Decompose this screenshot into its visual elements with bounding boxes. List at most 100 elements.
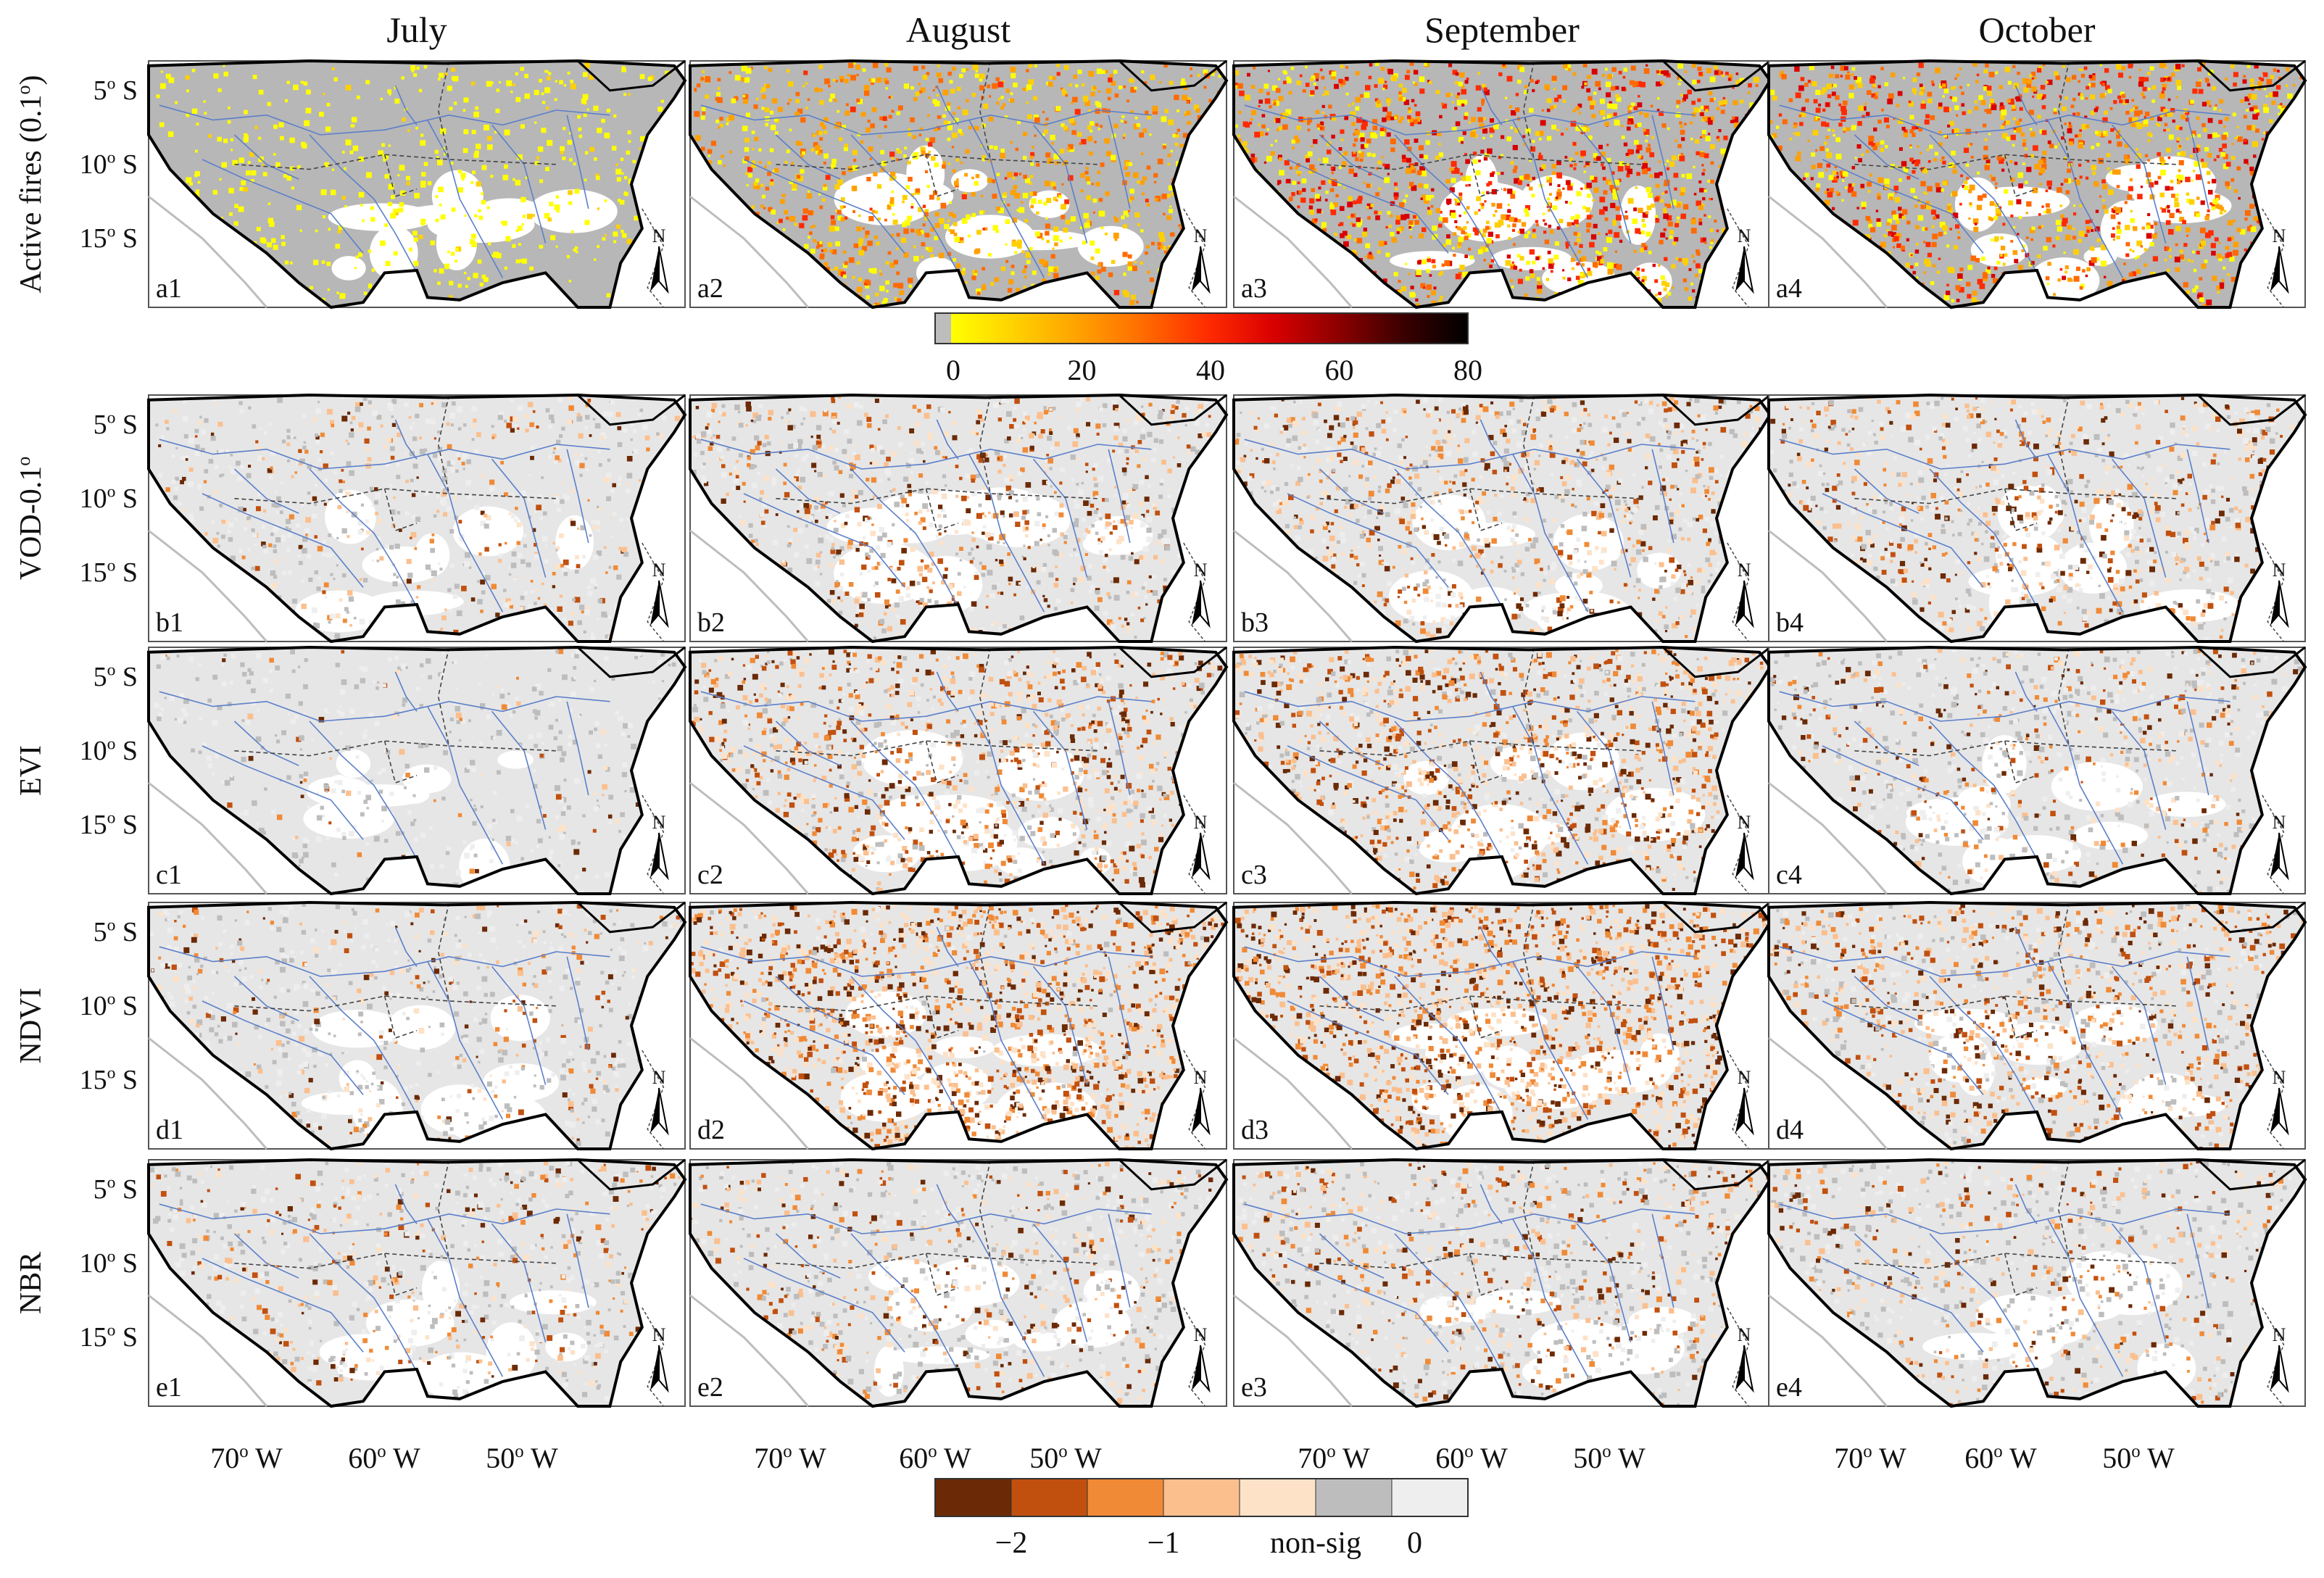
pixel xyxy=(356,256,359,259)
pixel xyxy=(1865,103,1867,105)
pixel xyxy=(1909,101,1912,104)
pixel xyxy=(520,596,525,600)
pixel xyxy=(1843,101,1848,106)
pixel xyxy=(2104,68,2109,72)
pixel xyxy=(1042,111,1045,113)
pixel xyxy=(269,423,272,425)
pixel xyxy=(2191,260,2194,262)
pixel xyxy=(1971,156,1974,159)
pixel xyxy=(472,130,476,134)
pixel xyxy=(1400,117,1404,120)
pixel xyxy=(2168,99,2171,101)
pixel xyxy=(1410,292,1416,298)
pixel xyxy=(512,83,515,86)
pixel xyxy=(620,200,624,204)
pixel xyxy=(294,436,296,439)
pixel xyxy=(457,610,462,616)
pixel xyxy=(1691,219,1697,225)
pixel xyxy=(320,433,325,437)
pixel xyxy=(1703,169,1706,172)
pixel xyxy=(239,187,243,191)
pixel xyxy=(452,402,456,406)
pixel xyxy=(389,144,391,146)
pixel xyxy=(1073,75,1077,79)
pixel xyxy=(268,544,272,547)
pixel xyxy=(2230,65,2235,69)
pixel xyxy=(2145,154,2148,157)
pixel xyxy=(2225,117,2229,121)
pixel xyxy=(1901,161,1907,167)
pixel xyxy=(1524,85,1528,88)
pixel xyxy=(1133,173,1139,178)
pixel xyxy=(1646,65,1648,67)
pixel xyxy=(626,482,629,485)
pixel xyxy=(1880,148,1884,151)
pixel xyxy=(770,149,774,153)
pixel xyxy=(1711,239,1714,242)
pixel xyxy=(875,293,879,296)
pixel xyxy=(2072,228,2075,231)
pixel xyxy=(365,80,370,84)
pixel xyxy=(1827,94,1831,98)
pixel xyxy=(618,426,622,431)
pixel xyxy=(992,179,995,183)
pixel xyxy=(1659,160,1661,162)
pixel xyxy=(536,425,539,428)
pixel xyxy=(301,81,304,84)
pixel xyxy=(1263,84,1269,89)
pixel xyxy=(826,175,831,180)
pixel xyxy=(1530,273,1535,278)
pixel xyxy=(1991,177,1996,181)
pixel xyxy=(1271,151,1275,156)
pixel xyxy=(479,216,484,220)
pixel xyxy=(1406,158,1411,163)
pixel xyxy=(1071,130,1076,136)
pixel xyxy=(1466,206,1470,209)
pixel xyxy=(490,175,493,178)
pixel xyxy=(1951,86,1954,90)
pixel xyxy=(1997,156,2001,160)
pixel xyxy=(762,195,765,199)
pixel xyxy=(2253,216,2257,220)
pixel xyxy=(218,422,223,427)
pixel xyxy=(892,213,895,216)
pixel xyxy=(1356,71,1360,75)
pixel xyxy=(2107,167,2110,170)
pixel xyxy=(1584,165,1586,167)
pixel xyxy=(1559,197,1561,200)
pixel xyxy=(545,545,547,547)
pixel xyxy=(1219,75,1221,78)
pixel xyxy=(1030,175,1034,178)
pixel xyxy=(1490,173,1494,177)
pixel xyxy=(1041,238,1044,241)
pixel xyxy=(2238,197,2241,200)
pixel xyxy=(1946,244,1949,247)
pixel xyxy=(388,202,392,207)
pixel xyxy=(1914,204,1917,207)
pixel xyxy=(708,155,710,157)
pixel xyxy=(1010,92,1013,95)
pixel xyxy=(1935,183,1940,187)
pixel xyxy=(470,181,473,184)
pixel xyxy=(1875,96,1878,99)
pixel xyxy=(1698,67,1702,71)
pixel xyxy=(2207,101,2211,105)
pixel xyxy=(1627,121,1631,125)
pixel xyxy=(2201,159,2204,162)
pixel xyxy=(228,188,234,194)
pixel xyxy=(2168,157,2170,159)
pixel xyxy=(1048,82,1053,87)
pixel xyxy=(1382,117,1387,122)
pixel xyxy=(298,449,302,453)
pixel xyxy=(1844,66,1848,70)
pixel xyxy=(433,453,438,458)
pixel xyxy=(1464,211,1466,214)
pixel xyxy=(447,251,450,254)
pixel xyxy=(1544,223,1547,225)
pixel xyxy=(212,538,218,544)
pixel xyxy=(2020,107,2023,111)
pixel xyxy=(536,589,539,591)
pixel xyxy=(1053,248,1055,250)
pixel xyxy=(1704,189,1707,192)
pixel xyxy=(1896,220,1900,225)
